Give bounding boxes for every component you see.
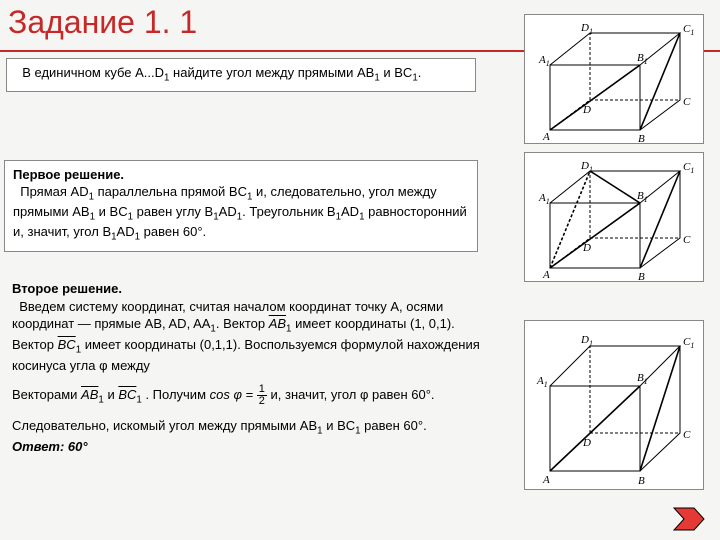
next-button[interactable] bbox=[672, 506, 706, 532]
svg-text:B: B bbox=[638, 475, 645, 487]
solution2-block: Второе решение. Введем систему координат… bbox=[12, 280, 482, 455]
svg-text:D: D bbox=[582, 242, 591, 254]
svg-text:A: A bbox=[542, 131, 550, 143]
cube-diagram-1: A B C D A1 B1 C1 D1 bbox=[524, 14, 704, 144]
svg-text:C: C bbox=[683, 429, 691, 441]
solution2-p1: Введем систему координат, считая началом… bbox=[12, 298, 482, 375]
svg-text:A: A bbox=[542, 474, 550, 486]
solution2-heading: Второе решение. bbox=[12, 280, 482, 298]
svg-text:A1: A1 bbox=[538, 192, 550, 206]
svg-text:A1: A1 bbox=[538, 54, 550, 68]
solution2-p2: Векторами AB1 и BC1 . Получим cos φ = 12… bbox=[12, 384, 482, 407]
cube-diagram-2: A B C D A1 B1 C1 D1 bbox=[524, 152, 704, 282]
svg-text:B1: B1 bbox=[637, 52, 648, 66]
svg-text:A1: A1 bbox=[536, 375, 548, 389]
svg-text:D: D bbox=[582, 104, 591, 116]
solution1-heading: Первое решение. bbox=[13, 167, 469, 184]
svg-text:A: A bbox=[542, 269, 550, 281]
svg-text:B: B bbox=[638, 133, 645, 145]
solution1-text: Прямая AD1 параллельна прямой BC1 и, сле… bbox=[13, 184, 469, 245]
cube-diagram-3: A B C D A1 B1 C1 D1 bbox=[524, 320, 704, 490]
svg-text:D1: D1 bbox=[580, 334, 593, 348]
solution1-box: Первое решение. Прямая AD1 параллельна п… bbox=[4, 160, 478, 252]
svg-text:C: C bbox=[683, 96, 691, 108]
answer: Ответ: 60° bbox=[12, 438, 482, 456]
problem-box: В единичном кубе A...D1 найдите угол меж… bbox=[6, 58, 476, 92]
page-title: Задание 1. 1 bbox=[8, 4, 197, 41]
svg-text:B1: B1 bbox=[637, 190, 648, 204]
svg-text:C1: C1 bbox=[683, 336, 694, 350]
problem-text: В единичном кубе A...D1 найдите угол меж… bbox=[15, 65, 421, 80]
svg-text:C1: C1 bbox=[683, 161, 694, 175]
svg-text:B1: B1 bbox=[637, 372, 648, 386]
svg-text:B: B bbox=[638, 271, 645, 283]
svg-text:D: D bbox=[582, 437, 591, 449]
svg-text:C1: C1 bbox=[683, 23, 694, 37]
svg-text:D1: D1 bbox=[580, 160, 593, 174]
solution2-p3: Следовательно, искомый угол между прямым… bbox=[12, 417, 482, 438]
svg-text:C: C bbox=[683, 234, 691, 246]
svg-text:D1: D1 bbox=[580, 22, 593, 36]
